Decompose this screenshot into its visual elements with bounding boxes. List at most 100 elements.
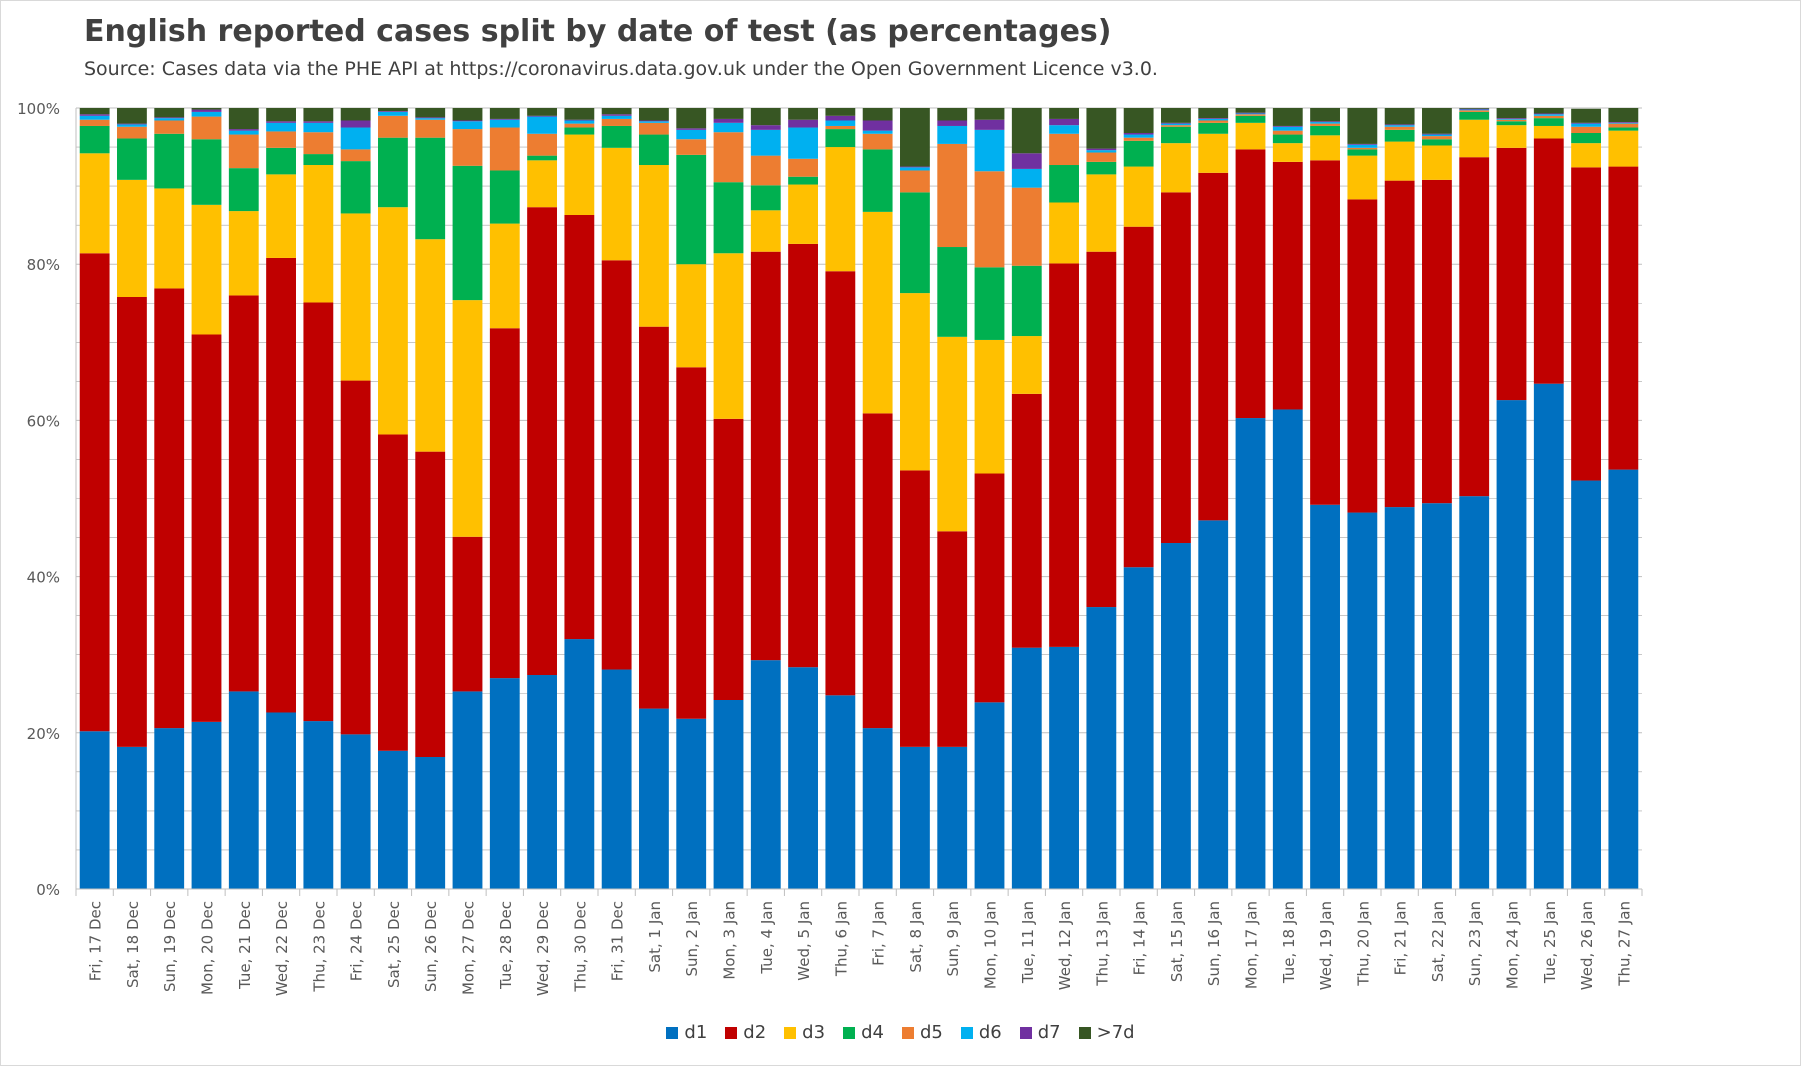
bar-d1-segment bbox=[1161, 543, 1191, 889]
bar-d6-segment bbox=[303, 122, 334, 133]
bar-d6-segment bbox=[1086, 150, 1117, 153]
bar-d5-segment bbox=[676, 139, 707, 155]
bar-d7-segment bbox=[1347, 143, 1378, 145]
bar-d1-segment bbox=[900, 746, 930, 889]
x-tick-label: Mon, 24 Jan bbox=[1504, 901, 1522, 989]
bar-gt7d-segment bbox=[974, 108, 1005, 120]
bar-d2-segment bbox=[1422, 179, 1452, 504]
bar-gt7d-segment bbox=[1011, 108, 1042, 154]
x-tick-label: Sat, 18 Dec bbox=[124, 901, 142, 988]
bar-d4-segment bbox=[415, 137, 446, 240]
bar-d2-segment bbox=[340, 380, 371, 735]
x-tick-label: Tue, 18 Jan bbox=[1280, 901, 1298, 984]
bar-d5-segment bbox=[900, 170, 930, 193]
bar-d6-segment bbox=[1310, 122, 1340, 124]
bar-d6-segment bbox=[862, 130, 893, 134]
bar-d3-segment bbox=[1384, 141, 1415, 181]
bar-gt7d-segment bbox=[228, 108, 259, 130]
bar-d5-segment bbox=[1496, 119, 1527, 122]
bar-d3-segment bbox=[117, 179, 147, 297]
bar-d7-segment bbox=[1533, 113, 1564, 115]
bar-d5-segment bbox=[303, 132, 334, 155]
x-tick-label: Sun, 2 Jan bbox=[683, 901, 701, 977]
bar-d7-segment bbox=[1049, 118, 1079, 126]
bar-d3-segment bbox=[564, 134, 595, 215]
bar-d5-segment bbox=[191, 116, 222, 140]
legend-item: d2 bbox=[725, 1022, 766, 1043]
bar-d1-segment bbox=[340, 734, 371, 889]
bar-d3-segment bbox=[713, 253, 744, 419]
bar-d5-segment bbox=[1272, 130, 1303, 135]
bar-gt7d-segment bbox=[415, 108, 446, 118]
bar-d3-segment bbox=[303, 165, 334, 303]
bar-d5-segment bbox=[1347, 147, 1378, 150]
legend-item: d1 bbox=[666, 1022, 707, 1043]
bar-gt7d-segment bbox=[601, 108, 632, 115]
bar-d1-segment bbox=[825, 695, 856, 889]
legend-label: d6 bbox=[978, 1022, 1002, 1043]
bar-d2-segment bbox=[1272, 161, 1303, 410]
bar-d5-segment bbox=[378, 115, 408, 138]
bar-d4-segment bbox=[1571, 132, 1601, 144]
bar-d6-segment bbox=[1049, 125, 1079, 134]
bar-d2-segment bbox=[1161, 192, 1191, 544]
bar-d1-segment bbox=[750, 660, 781, 889]
bar-gt7d-segment bbox=[452, 108, 483, 121]
bar-d1-segment bbox=[1235, 418, 1266, 889]
bar-gt7d-segment bbox=[1496, 108, 1527, 119]
bar-d1-segment bbox=[415, 757, 446, 889]
x-tick-label: Tue, 21 Dec bbox=[236, 901, 254, 990]
bar-d6-segment bbox=[1533, 114, 1564, 116]
bar-d3-segment bbox=[79, 153, 110, 254]
x-tick-label: Tue, 4 Jan bbox=[758, 901, 776, 975]
bar-gt7d-segment bbox=[378, 108, 408, 112]
bar-d3-segment bbox=[1049, 202, 1079, 264]
bar-d1-segment bbox=[1086, 607, 1117, 889]
bar-d4-segment bbox=[1049, 165, 1079, 203]
bar-d6-segment bbox=[1198, 118, 1229, 121]
bar-d3-segment bbox=[1347, 155, 1378, 200]
bar-gt7d-segment bbox=[154, 108, 185, 118]
x-tick-label: Sat, 22 Jan bbox=[1429, 901, 1447, 982]
legend-item: d7 bbox=[1019, 1022, 1061, 1043]
bar-gt7d-segment bbox=[1310, 108, 1340, 122]
x-tick-label: Fri, 7 Jan bbox=[870, 901, 888, 966]
y-tick-label: 20% bbox=[27, 725, 60, 743]
legend-swatch bbox=[843, 1026, 856, 1039]
chart-subtitle: Source: Cases data via the PHE API at ht… bbox=[84, 58, 1158, 80]
bar-d2-segment bbox=[713, 418, 744, 700]
bar-d3-segment bbox=[1496, 125, 1527, 148]
bar-d4-segment bbox=[228, 168, 259, 212]
bar-d7-segment bbox=[489, 118, 520, 120]
bar-d3-segment bbox=[1011, 336, 1042, 394]
bar-d7-segment bbox=[527, 115, 557, 117]
bar-d1-segment bbox=[1422, 503, 1452, 889]
bar-d1-segment bbox=[1272, 409, 1303, 889]
x-tick-label: Wed, 26 Jan bbox=[1578, 901, 1596, 990]
bar-d5-segment bbox=[1533, 115, 1564, 119]
bar-d2-segment bbox=[1123, 226, 1154, 568]
x-tick-label: Mon, 3 Jan bbox=[721, 901, 739, 980]
bar-d2-segment bbox=[1571, 167, 1601, 481]
bar-d2-segment bbox=[1608, 166, 1639, 470]
bar-d2-segment bbox=[1496, 147, 1527, 401]
bar-d5-segment bbox=[639, 122, 669, 135]
bar-d7-segment bbox=[1123, 132, 1154, 135]
x-tick-label: Tue, 28 Dec bbox=[497, 901, 515, 990]
x-tick-label: Sun, 23 Jan bbox=[1466, 901, 1484, 986]
x-tick-label: Sat, 25 Dec bbox=[385, 901, 403, 988]
bar-d5-segment bbox=[452, 129, 483, 166]
bar-d5-segment bbox=[750, 155, 781, 186]
bar-gt7d-segment bbox=[1123, 108, 1154, 133]
bar-d5-segment bbox=[1161, 125, 1191, 127]
bar-d1-segment bbox=[452, 691, 483, 889]
bar-d2-segment bbox=[862, 413, 893, 729]
bar-d5-segment bbox=[788, 158, 818, 177]
bar-d7-segment bbox=[974, 119, 1005, 130]
bar-gt7d-segment bbox=[900, 108, 930, 167]
bar-d2-segment bbox=[937, 531, 968, 747]
bar-gt7d-segment bbox=[527, 108, 557, 116]
bar-d7-segment bbox=[564, 119, 595, 121]
bar-d5-segment bbox=[1011, 187, 1042, 266]
